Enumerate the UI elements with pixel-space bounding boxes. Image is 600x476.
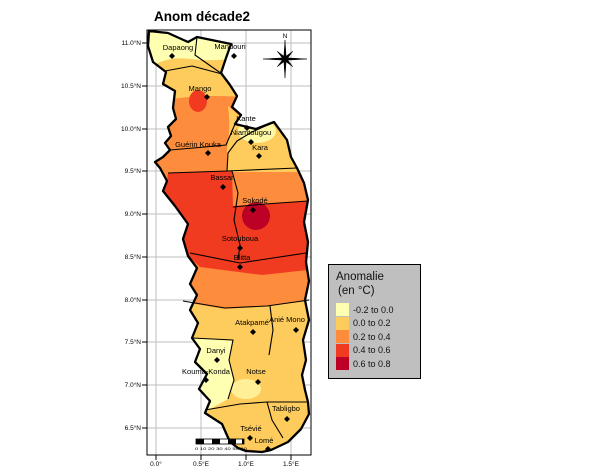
lat-tick-label: 9.0°N bbox=[125, 210, 142, 218]
legend-swatch-3 bbox=[336, 330, 349, 344]
latitude-axis-labels: 11.0°N 10.5°N 10.0°N 9.5°N 9.0°N 8.5°N 8… bbox=[121, 39, 141, 432]
region-fill-central-red bbox=[164, 171, 308, 275]
city-marker bbox=[250, 329, 256, 335]
city-label: Dapaong bbox=[163, 43, 193, 52]
lat-tick-label: 10.5°N bbox=[121, 82, 141, 90]
region-fill-danyi-cream bbox=[192, 338, 234, 412]
legend-item-label: 0.4 to 0.6 bbox=[353, 345, 391, 356]
legend-item-label: 0.0 to 0.2 bbox=[353, 318, 391, 329]
city-label: Niamtougou bbox=[231, 128, 271, 137]
city-marker bbox=[237, 264, 243, 270]
legend-item-label: 0.2 to 0.4 bbox=[353, 331, 391, 342]
lat-tick-label: 9.5°N bbox=[125, 167, 142, 175]
lon-tick-label: 1.5°E bbox=[283, 460, 300, 468]
compass-star-icon bbox=[262, 39, 308, 79]
lon-tick-label: 0.0° bbox=[150, 460, 162, 468]
city-marker bbox=[293, 327, 299, 333]
city-label: Tabligbo bbox=[272, 404, 300, 413]
city-label: Atakpamé bbox=[235, 318, 269, 327]
city-label: Blitta bbox=[234, 253, 252, 262]
city-marker bbox=[169, 53, 175, 59]
legend-item: 0.4 to 0.6 bbox=[336, 343, 420, 358]
city-marker bbox=[231, 53, 237, 59]
city-marker bbox=[248, 139, 254, 145]
city-label: Sotouboua bbox=[222, 234, 259, 243]
city-label: Notse bbox=[246, 367, 266, 376]
north-arrow-label: N bbox=[283, 33, 288, 40]
legend: Anomalie (en °C) -0.2 to 0.0 0.0 to 0.2 … bbox=[328, 264, 421, 379]
city-marker bbox=[284, 416, 290, 422]
city-marker bbox=[204, 94, 210, 100]
lat-tick-label: 11.0°N bbox=[122, 39, 142, 47]
lon-tick-label: 0.5°E bbox=[193, 460, 210, 468]
togo-border bbox=[146, 29, 311, 454]
legend-item-label: 0.6 to 0.8 bbox=[353, 358, 391, 369]
longitude-axis-labels: 0.0° 0.5°E 1.0°E 1.5°E bbox=[150, 460, 299, 468]
legend-swatch-5 bbox=[336, 357, 349, 371]
north-arrow: N bbox=[262, 33, 308, 79]
lat-tick-label: 7.0°N bbox=[125, 381, 142, 389]
city-label: Kante bbox=[236, 114, 256, 123]
city-marker bbox=[220, 184, 226, 190]
city-label: Kara bbox=[252, 143, 269, 152]
city-marker bbox=[265, 446, 271, 452]
scale-bar-labels: 0 10 20 30 40 50 60 bbox=[195, 446, 248, 451]
lon-tick-label: 1.0°E bbox=[238, 460, 255, 468]
city-marker bbox=[250, 207, 256, 213]
city-label: Danyi bbox=[206, 346, 226, 355]
city-marker bbox=[256, 153, 262, 159]
city-label: Mango bbox=[189, 84, 212, 93]
legend-swatch-2 bbox=[336, 316, 349, 330]
plot-frame bbox=[146, 29, 312, 456]
scale-bar: 0 10 20 30 40 50 60 bbox=[195, 438, 248, 451]
city-marker bbox=[237, 245, 243, 251]
legend-swatch-1 bbox=[336, 303, 349, 317]
city-label: Guérin Kouka bbox=[175, 140, 222, 149]
lat-tick-label: 8.5°N bbox=[125, 253, 142, 261]
lat-tick-label: 10.0°N bbox=[121, 125, 141, 133]
region-fill-notse-pale bbox=[231, 379, 261, 399]
legend-item-label: -0.2 to 0.0 bbox=[353, 304, 394, 315]
city-label: Kouma-Konda bbox=[182, 367, 231, 376]
city-label: Anié Mono bbox=[269, 315, 305, 324]
city-marker bbox=[244, 125, 250, 131]
region-fill-mango-hotspot bbox=[189, 90, 207, 112]
axis-ticks bbox=[142, 42, 292, 460]
region-fill-sokode-hotspot bbox=[242, 202, 270, 230]
city-marker bbox=[247, 435, 253, 441]
legend-item: -0.2 to 0.0 bbox=[336, 303, 420, 317]
prefecture-boundaries bbox=[164, 36, 310, 439]
city-label: Mandouri bbox=[214, 42, 246, 51]
legend-title-line1: Anomalie bbox=[336, 271, 384, 283]
legend-swatch-4 bbox=[336, 343, 349, 357]
city-marker bbox=[214, 357, 220, 363]
city-marker bbox=[203, 377, 209, 383]
city-label: Sokodé bbox=[242, 196, 267, 205]
legend-item: 0.2 to 0.4 bbox=[336, 330, 420, 344]
city-label: Lomé bbox=[255, 436, 274, 445]
lat-tick-label: 7.5°N bbox=[125, 338, 142, 346]
plot-title: Anom décade2 bbox=[154, 9, 251, 24]
legend-items: -0.2 to 0.0 0.0 to 0.2 0.2 to 0.4 0.4 to… bbox=[336, 303, 420, 371]
city-marker bbox=[255, 379, 261, 385]
legend-item: 0.6 to 0.8 bbox=[336, 357, 420, 371]
lat-tick-label: 6.5°N bbox=[125, 424, 142, 432]
city-marker bbox=[205, 150, 211, 156]
city-markers: Dapaong Mandouri Mango Kante Niamtougou … bbox=[163, 42, 305, 452]
legend-item: 0.0 to 0.2 bbox=[336, 316, 420, 331]
city-label: Tsévié bbox=[240, 424, 261, 433]
legend-title-line2: (en °C) bbox=[338, 285, 375, 297]
city-label: Bassar bbox=[210, 173, 234, 182]
lat-tick-label: 8.0°N bbox=[125, 296, 142, 304]
